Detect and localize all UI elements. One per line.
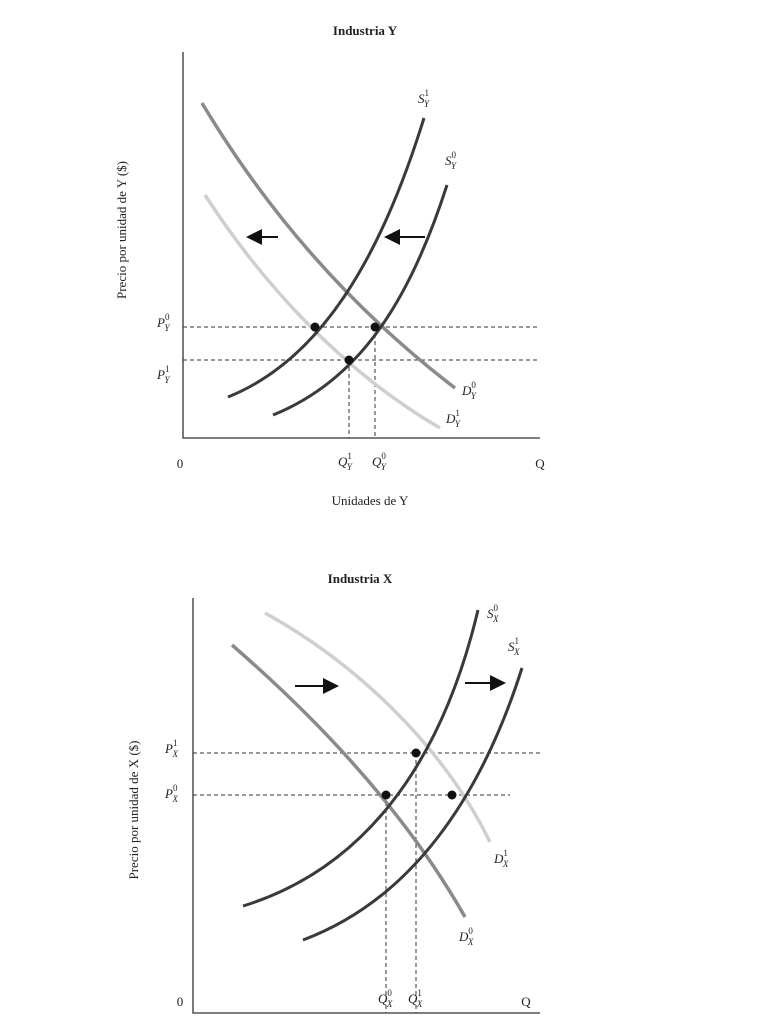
superscript: 1 [165,364,170,374]
point [411,748,421,758]
superscript: 1 [417,988,422,998]
quantitie-label: Q0 Y [372,451,387,472]
point [344,355,354,365]
subscript: Y [455,419,461,429]
origin-label: 0 [177,994,184,1009]
price-label: P0 X [164,783,178,804]
supply-curve [302,667,524,942]
subscript: X [386,999,393,1009]
symbol: P [156,367,165,382]
axes [182,52,540,439]
x-end-label: Q [521,994,531,1009]
subscript: Y [164,323,170,333]
superscript: 0 [165,312,170,322]
supply-curve [272,184,449,417]
curve-label: D1 X [493,848,509,869]
curve-label: S0 X [487,603,499,624]
symbol: S [508,639,515,654]
subscript: Y [164,375,170,385]
subscript: X [467,937,474,947]
subscript: Y [347,462,353,472]
superscript: 1 [425,88,430,98]
symbol: Q [372,454,382,469]
symbol: S [445,153,452,168]
superscript: 1 [173,738,178,748]
panel-title: Industria Y [333,23,398,38]
subscript: X [502,859,509,869]
symbol: D [445,411,456,426]
superscript: 0 [173,783,178,793]
superscript: 1 [503,848,508,858]
quantitie-label: Q1 X [408,988,423,1009]
curve-label: D0 Y [461,380,477,401]
point [310,322,320,332]
symbol: S [487,606,494,621]
superscript: 0 [387,988,392,998]
superscript: 0 [471,380,476,390]
demand-curve [200,102,457,390]
price-label: P1 X [164,738,178,759]
symbol: Q [378,991,388,1006]
superscript: 1 [455,408,460,418]
equilibrium-points [310,322,380,365]
guide-lines [193,752,540,1013]
price-label: P0 Y [156,312,170,333]
symbol: P [164,741,173,756]
superscript: 0 [468,926,473,936]
price-label: P1 Y [156,364,170,385]
superscript: 0 [452,150,457,160]
supply-curve [227,117,426,399]
curve-label: D0 X [458,926,474,947]
axes [192,598,540,1014]
symbol: P [164,786,173,801]
curve-label: S1 Y [418,88,430,109]
symbol: Q [338,454,348,469]
subscript: Y [424,99,430,109]
symbol: Q [408,991,418,1006]
symbol: P [156,315,165,330]
superscript: 0 [494,603,499,613]
point [381,790,391,800]
equilibrium-points [381,748,457,800]
x-end-label: Q [535,456,545,471]
symbol: D [458,929,469,944]
origin-label: 0 [177,456,184,471]
subscript: Y [381,462,387,472]
subscript: X [416,999,423,1009]
subscript: Y [451,161,457,171]
subscript: Y [471,391,477,401]
supply-curve [242,609,480,908]
panel-title: Industria X [328,571,393,586]
curve-label: S1 X [508,636,520,657]
superscript: 1 [347,451,352,461]
quantitie-label: Q1 Y [338,451,353,472]
demand-curve [264,611,492,843]
demand-curve [203,194,441,430]
point [447,790,457,800]
subscript: X [171,749,178,759]
point [370,322,380,332]
guide-lines [183,326,540,438]
curve-label: D1 Y [445,408,461,429]
curve-label: S0 Y [445,150,457,171]
superscript: 1 [515,636,520,646]
subscript: X [492,614,499,624]
demand-curve [230,643,467,918]
x-axis-label: Unidades de Y [332,493,409,508]
subscript: X [171,794,178,804]
symbol: D [461,383,472,398]
y-axis-label: Precio por unidad de Y ($) [114,161,129,299]
subscript: X [513,647,520,657]
quantitie-label: Q0 X [378,988,393,1009]
symbol: S [418,91,425,106]
superscript: 0 [381,451,386,461]
y-axis-label: Precio por unidad de X ($) [126,741,141,880]
symbol: D [493,851,504,866]
